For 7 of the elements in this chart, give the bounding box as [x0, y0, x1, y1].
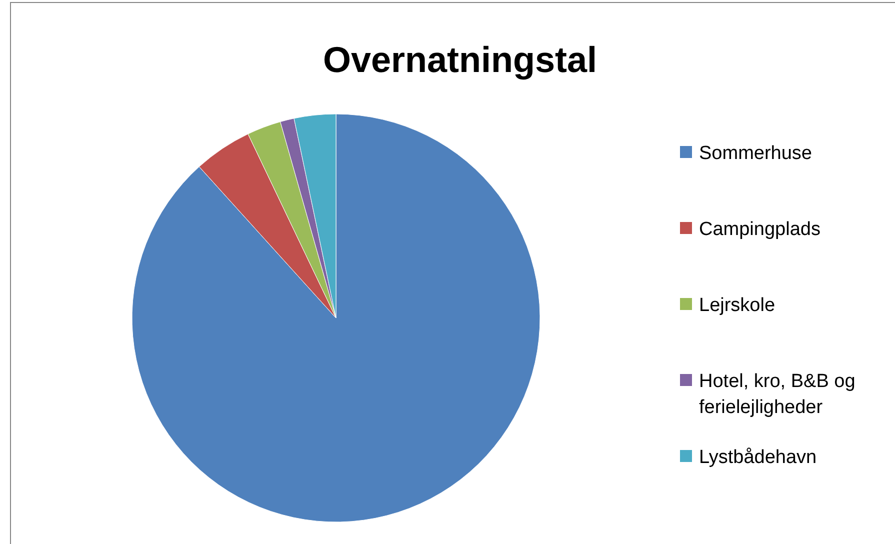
legend-label: Hotel, kro, B&B og ferielejligheder: [699, 370, 856, 418]
legend-label: Lejrskole: [699, 294, 776, 316]
chart-title: Overnatningstal: [322, 39, 598, 80]
pie-slice: [132, 114, 540, 522]
legend-label: Sommerhuse: [699, 142, 812, 164]
legend-label: Lystbådehavn: [699, 446, 817, 468]
legend-label: Campingplads: [699, 218, 820, 240]
